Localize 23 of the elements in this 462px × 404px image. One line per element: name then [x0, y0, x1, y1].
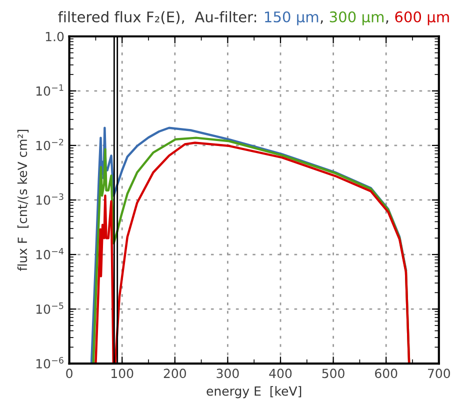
y-tick-label: 10$^{−4}$	[36, 248, 64, 260]
x-axis-title: energy E [keV]	[206, 386, 302, 398]
x-tick-label: 700	[428, 368, 450, 378]
text: 300 μm	[330, 11, 384, 26]
text: 150 μm	[265, 11, 318, 26]
y-tick-label: 10$^{−1}$	[36, 84, 64, 96]
y-tick-label: 1.0	[46, 32, 64, 42]
x-tick-label: 500	[322, 368, 344, 378]
text: 600 μm	[395, 11, 449, 26]
y-tick-label: 10$^{−6}$	[36, 356, 64, 368]
y-tick-label: 10$^{−3}$	[36, 193, 64, 205]
y-tick-label: 10$^{−5}$	[36, 302, 64, 314]
x-tick-label: 200	[164, 368, 186, 378]
x-tick-label: 300	[216, 368, 239, 378]
y-tick-label: 10$^{−2}$	[36, 138, 64, 150]
y-axis-title: flux F [cnt/(s keV cm²]	[17, 130, 29, 271]
x-tick-label: 0	[66, 368, 72, 378]
text: ,	[386, 20, 388, 24]
x-tick-label: 100	[112, 368, 134, 378]
x-tick-label: 600	[375, 368, 398, 378]
x-tick-label: 400	[269, 368, 292, 378]
text: ,	[320, 20, 323, 24]
chart-title: filtered flux F₂(E), Au-filter:	[58, 11, 256, 24]
